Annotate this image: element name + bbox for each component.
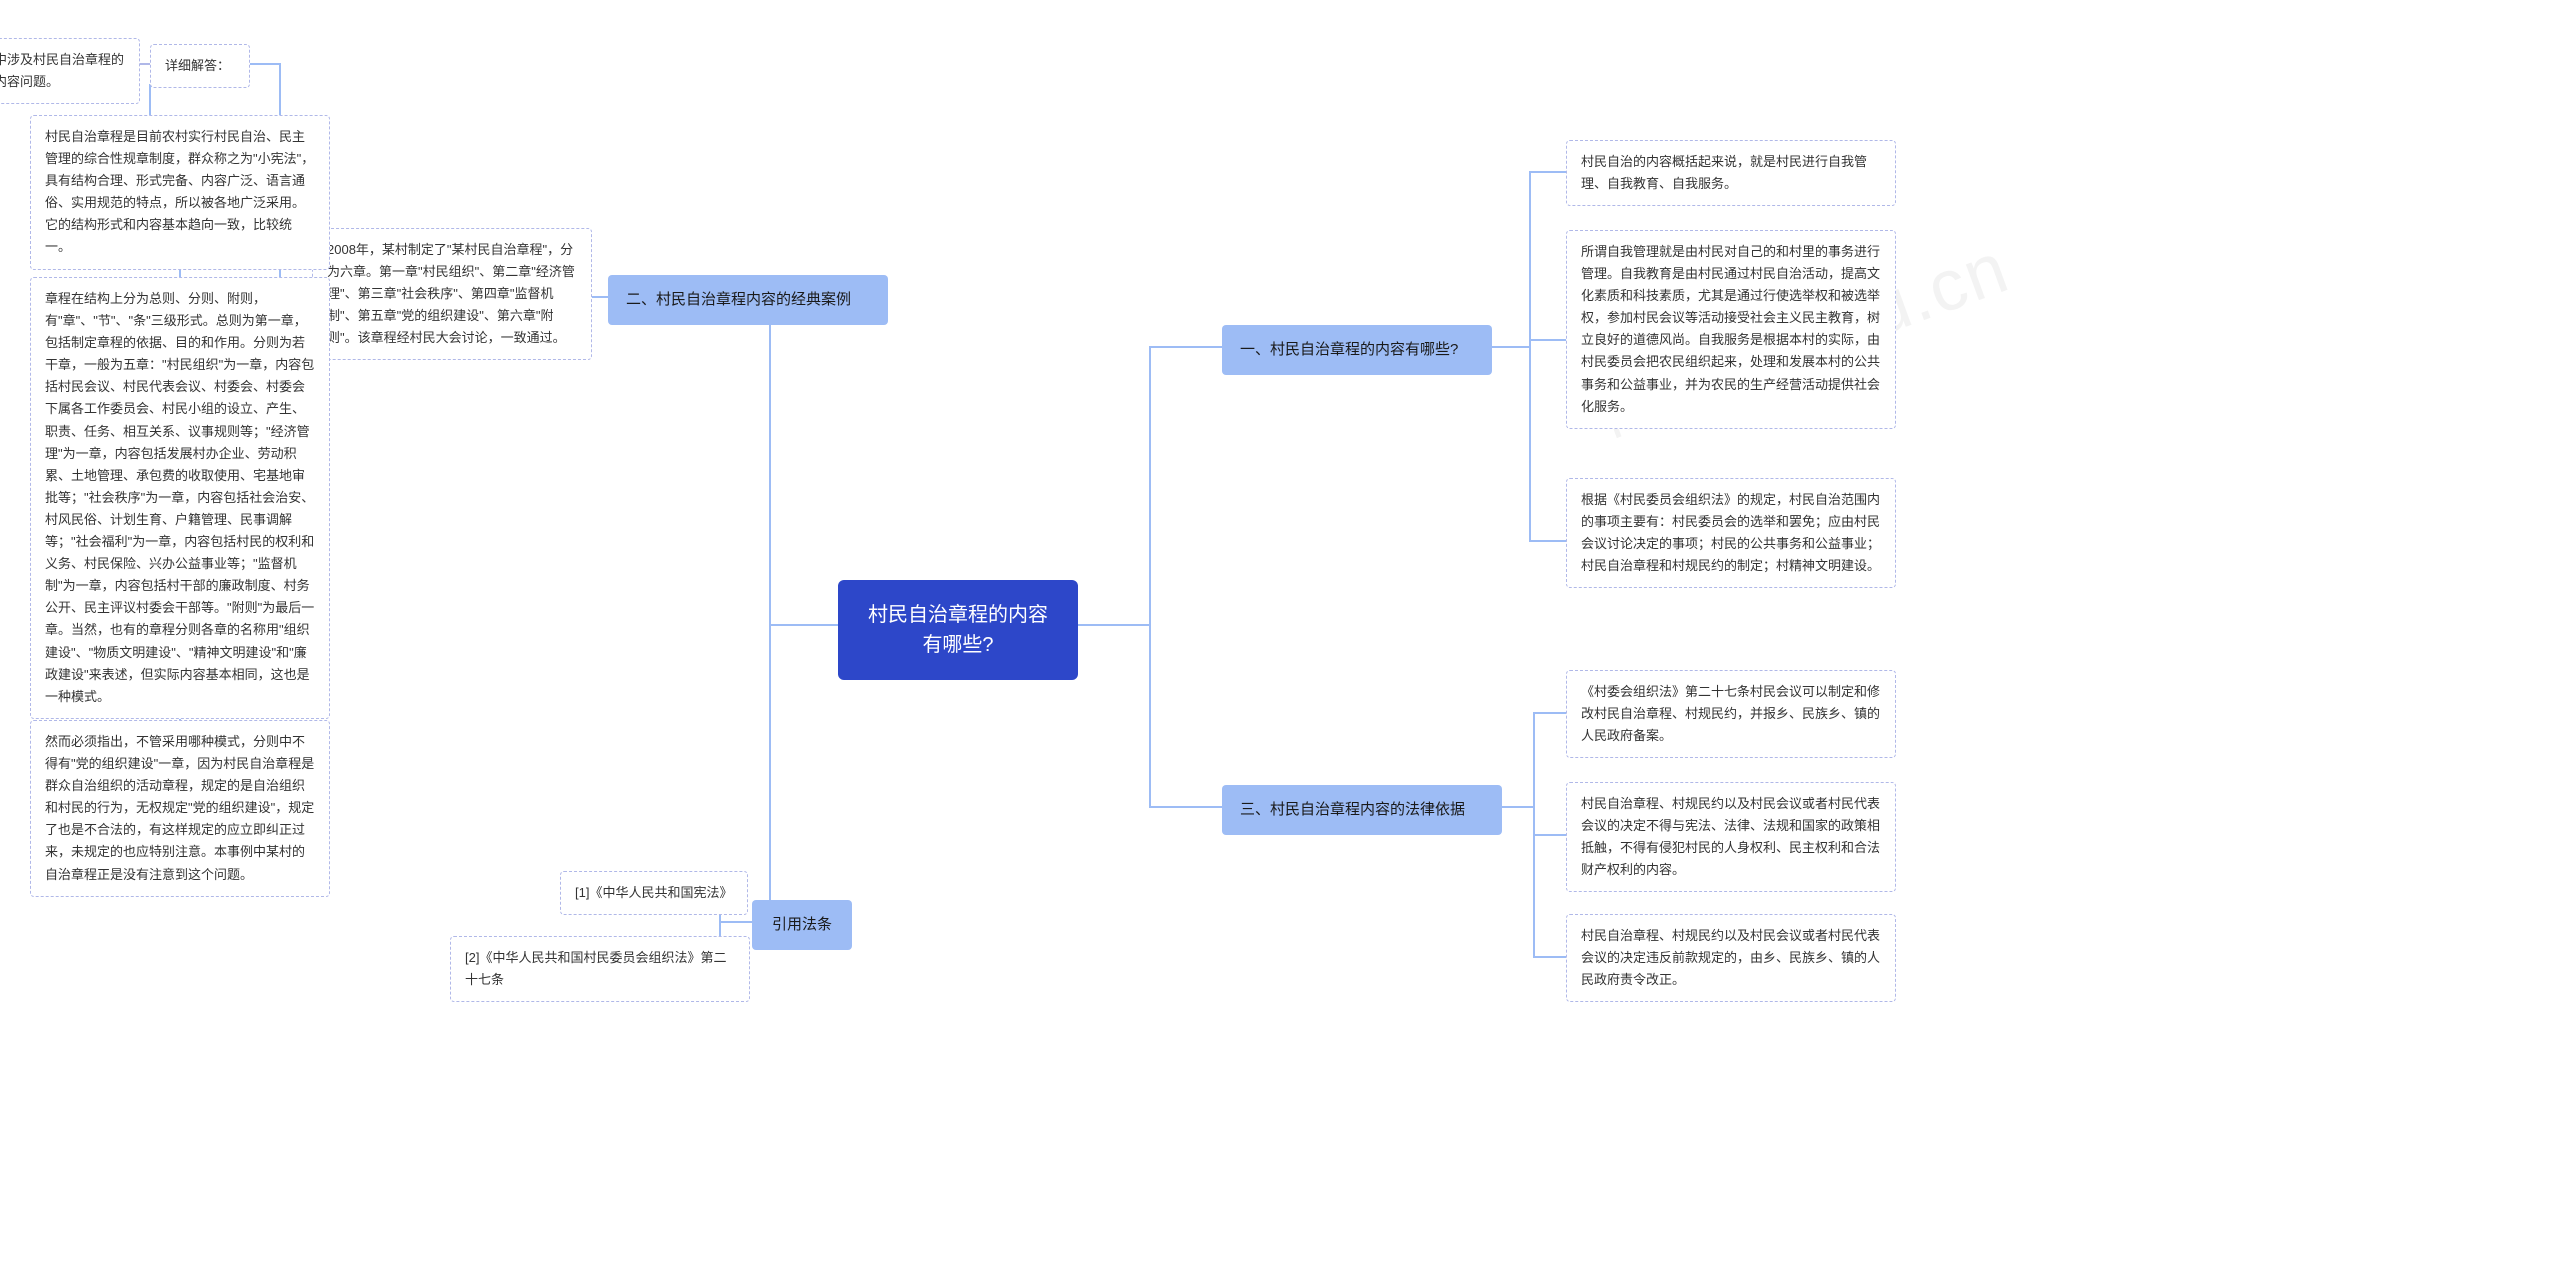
connector-layer [0, 0, 2560, 1281]
branch-3: 三、村民自治章程内容的法律依据 [1222, 785, 1502, 835]
leaf-3c-text: 村民自治章程、村规民约以及村民会议或者村民代表会议的决定违反前款规定的，由乡、民… [1581, 928, 1880, 987]
leaf-3b-text: 村民自治章程、村规民约以及村民会议或者村民代表会议的决定不得与宪法、法律、法规和… [1581, 796, 1880, 877]
leaf-2d: 章程在结构上分为总则、分则、附则，有"章"、"节"、"条"三级形式。总则为第一章… [30, 277, 330, 719]
leaf-4b-text: [2]《中华人民共和国村民委员会组织法》第二十七条 [465, 950, 726, 987]
leaf-3b: 村民自治章程、村规民约以及村民会议或者村民代表会议的决定不得与宪法、法律、法规和… [1566, 782, 1896, 892]
branch-4-text: 引用法条 [772, 916, 832, 933]
branch-4: 引用法条 [752, 900, 852, 950]
leaf-2e-text: 然而必须指出，不管采用哪种模式，分则中不得有"党的组织建设"一章，因为村民自治章… [45, 734, 314, 882]
leaf-1a: 村民自治的内容概括起来说，就是村民进行自我管理、自我教育、自我服务。 [1566, 140, 1896, 206]
branch-1: 一、村民自治章程的内容有哪些? [1222, 325, 1492, 375]
leaf-2c: 村民自治章程是目前农村实行村民自治、民主管理的综合性规章制度，群众称之为"小宪法… [30, 115, 330, 270]
leaf-1a-text: 村民自治的内容概括起来说，就是村民进行自我管理、自我教育、自我服务。 [1581, 154, 1867, 191]
branch-3-text: 三、村民自治章程内容的法律依据 [1240, 801, 1465, 818]
leaf-3a: 《村委会组织法》第二十七条村民会议可以制定和修改村民自治章程、村规民约，并报乡、… [1566, 670, 1896, 758]
leaf-2-root-text: 2008年，某村制定了"某村民自治章程"，分为六章。第一章"村民组织"、第二章"… [327, 242, 575, 345]
branch-1-text: 一、村民自治章程的内容有哪些? [1240, 341, 1458, 358]
leaf-3c: 村民自治章程、村规民约以及村民会议或者村民代表会议的决定违反前款规定的，由乡、民… [1566, 914, 1896, 1002]
leaf-1b-text: 所谓自我管理就是由村民对自己的和村里的事务进行管理。自我教育是由村民通过村民自治… [1581, 244, 1880, 414]
branch-2-text: 二、村民自治章程内容的经典案例 [626, 291, 851, 308]
leaf-2b: 详细解答： [150, 44, 250, 88]
leaf-2-root: 2008年，某村制定了"某村民自治章程"，分为六章。第一章"村民组织"、第二章"… [312, 228, 592, 360]
leaf-2e: 然而必须指出，不管采用哪种模式，分则中不得有"党的组织建设"一章，因为村民自治章… [30, 720, 330, 897]
leaf-2a: 本事例中涉及村民自治章程的结构和内容问题。 [0, 38, 140, 104]
leaf-2a-text: 本事例中涉及村民自治章程的结构和内容问题。 [0, 52, 124, 89]
leaf-4a-text: [1]《中华人民共和国宪法》 [575, 885, 732, 900]
leaf-4b: [2]《中华人民共和国村民委员会组织法》第二十七条 [450, 936, 750, 1002]
leaf-2d-text: 章程在结构上分为总则、分则、附则，有"章"、"节"、"条"三级形式。总则为第一章… [45, 291, 314, 704]
center-topic-text: 村民自治章程的内容有哪些? [868, 604, 1048, 656]
leaf-1b: 所谓自我管理就是由村民对自己的和村里的事务进行管理。自我教育是由村民通过村民自治… [1566, 230, 1896, 429]
branch-2: 二、村民自治章程内容的经典案例 [608, 275, 888, 325]
leaf-3a-text: 《村委会组织法》第二十七条村民会议可以制定和修改村民自治章程、村规民约，并报乡、… [1581, 684, 1880, 743]
center-topic: 村民自治章程的内容有哪些? [838, 580, 1078, 680]
leaf-1c: 根据《村民委员会组织法》的规定，村民自治范围内的事项主要有：村民委员会的选举和罢… [1566, 478, 1896, 588]
leaf-2b-text: 详细解答： [165, 58, 230, 73]
leaf-1c-text: 根据《村民委员会组织法》的规定，村民自治范围内的事项主要有：村民委员会的选举和罢… [1581, 492, 1880, 573]
leaf-2c-text: 村民自治章程是目前农村实行村民自治、民主管理的综合性规章制度，群众称之为"小宪法… [45, 129, 314, 254]
leaf-4a: [1]《中华人民共和国宪法》 [560, 871, 748, 915]
